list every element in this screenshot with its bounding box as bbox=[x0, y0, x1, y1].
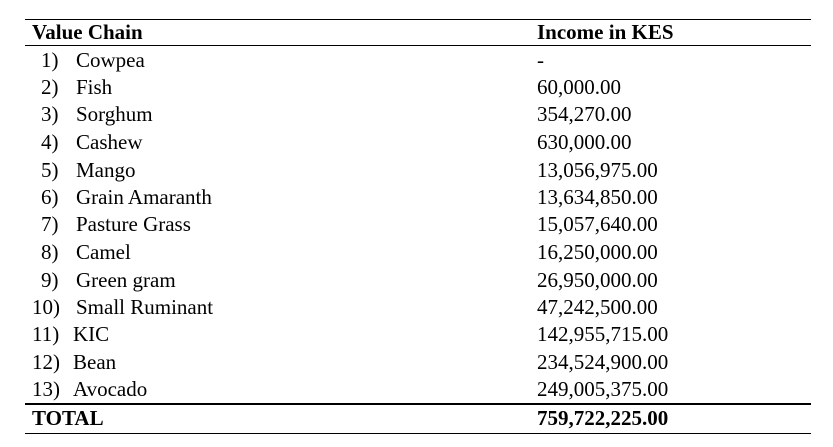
row-income: 16,250,000.00 bbox=[537, 240, 658, 264]
header-value-chain: Value Chain bbox=[32, 20, 143, 44]
table-row: 2) Fish 60,000.00 bbox=[25, 74, 811, 101]
row-income: 13,634,850.00 bbox=[537, 185, 658, 209]
row-number: 2) bbox=[41, 75, 59, 99]
header-bottom-rule bbox=[25, 45, 811, 46]
row-number: 8) bbox=[41, 240, 59, 264]
table-row: 8) Camel 16,250,000.00 bbox=[25, 239, 811, 266]
row-value-chain: Bean bbox=[73, 350, 117, 374]
table-header-row: Value Chain Income in KES bbox=[25, 19, 811, 46]
total-label: TOTAL bbox=[32, 406, 104, 430]
table-row: 1) Cowpea - bbox=[25, 47, 811, 74]
row-income: 47,242,500.00 bbox=[537, 295, 658, 319]
row-value-chain: Grain Amaranth bbox=[76, 185, 212, 209]
row-value-chain: Green gram bbox=[76, 268, 176, 292]
row-value-chain: Pasture Grass bbox=[76, 212, 191, 236]
table-row: 7) Pasture Grass 15,057,640.00 bbox=[25, 211, 811, 238]
row-number: 3) bbox=[41, 102, 59, 126]
row-value-chain: Camel bbox=[76, 240, 131, 264]
row-number: 10) bbox=[32, 295, 60, 319]
row-income: - bbox=[537, 48, 544, 72]
row-value-chain: Sorghum bbox=[76, 102, 153, 126]
row-number: 5) bbox=[41, 158, 59, 182]
table-row: 6) Grain Amaranth 13,634,850.00 bbox=[25, 184, 811, 211]
row-income: 13,056,975.00 bbox=[537, 158, 658, 182]
total-income: 759,722,225.00 bbox=[537, 406, 669, 430]
table-row: 10) Small Ruminant 47,242,500.00 bbox=[25, 294, 811, 321]
row-number: 9) bbox=[41, 268, 59, 292]
row-number: 11) bbox=[32, 322, 60, 346]
table-row: 5) Mango 13,056,975.00 bbox=[25, 157, 811, 184]
row-value-chain: Fish bbox=[76, 75, 113, 99]
row-income: 630,000.00 bbox=[537, 130, 632, 154]
header-income: Income in KES bbox=[537, 20, 674, 44]
row-number: 7) bbox=[41, 212, 59, 236]
row-value-chain: Cashew bbox=[76, 130, 143, 154]
table-row: 4) Cashew 630,000.00 bbox=[25, 129, 811, 156]
table-row: 9) Green gram 26,950,000.00 bbox=[25, 267, 811, 294]
row-number: 12) bbox=[32, 350, 60, 374]
row-income: 249,005,375.00 bbox=[537, 377, 669, 401]
row-value-chain: Cowpea bbox=[76, 48, 145, 72]
total-top-rule bbox=[25, 403, 811, 405]
row-income: 354,270.00 bbox=[537, 102, 632, 126]
row-income: 60,000.00 bbox=[537, 75, 621, 99]
row-income: 234,524,900.00 bbox=[537, 350, 669, 374]
row-value-chain: KIC bbox=[73, 322, 110, 346]
table-row: 12) Bean 234,524,900.00 bbox=[25, 349, 811, 376]
row-number: 13) bbox=[32, 377, 60, 401]
table-row: 13) Avocado 249,005,375.00 bbox=[25, 376, 811, 403]
table-row: 3) Sorghum 354,270.00 bbox=[25, 101, 811, 128]
row-income: 15,057,640.00 bbox=[537, 212, 658, 236]
row-value-chain: Mango bbox=[76, 158, 136, 182]
row-income: 26,950,000.00 bbox=[537, 268, 658, 292]
table-bottom-rule bbox=[25, 433, 811, 434]
row-number: 4) bbox=[41, 130, 59, 154]
table-top-rule bbox=[25, 19, 811, 20]
row-value-chain: Small Ruminant bbox=[76, 295, 214, 319]
row-value-chain: Avocado bbox=[73, 377, 148, 401]
row-number: 1) bbox=[41, 48, 59, 72]
row-income: 142,955,715.00 bbox=[537, 322, 669, 346]
table-row: 11) KIC 142,955,715.00 bbox=[25, 321, 811, 348]
row-number: 6) bbox=[41, 185, 59, 209]
table-total-row: TOTAL 759,722,225.00 bbox=[25, 405, 811, 432]
